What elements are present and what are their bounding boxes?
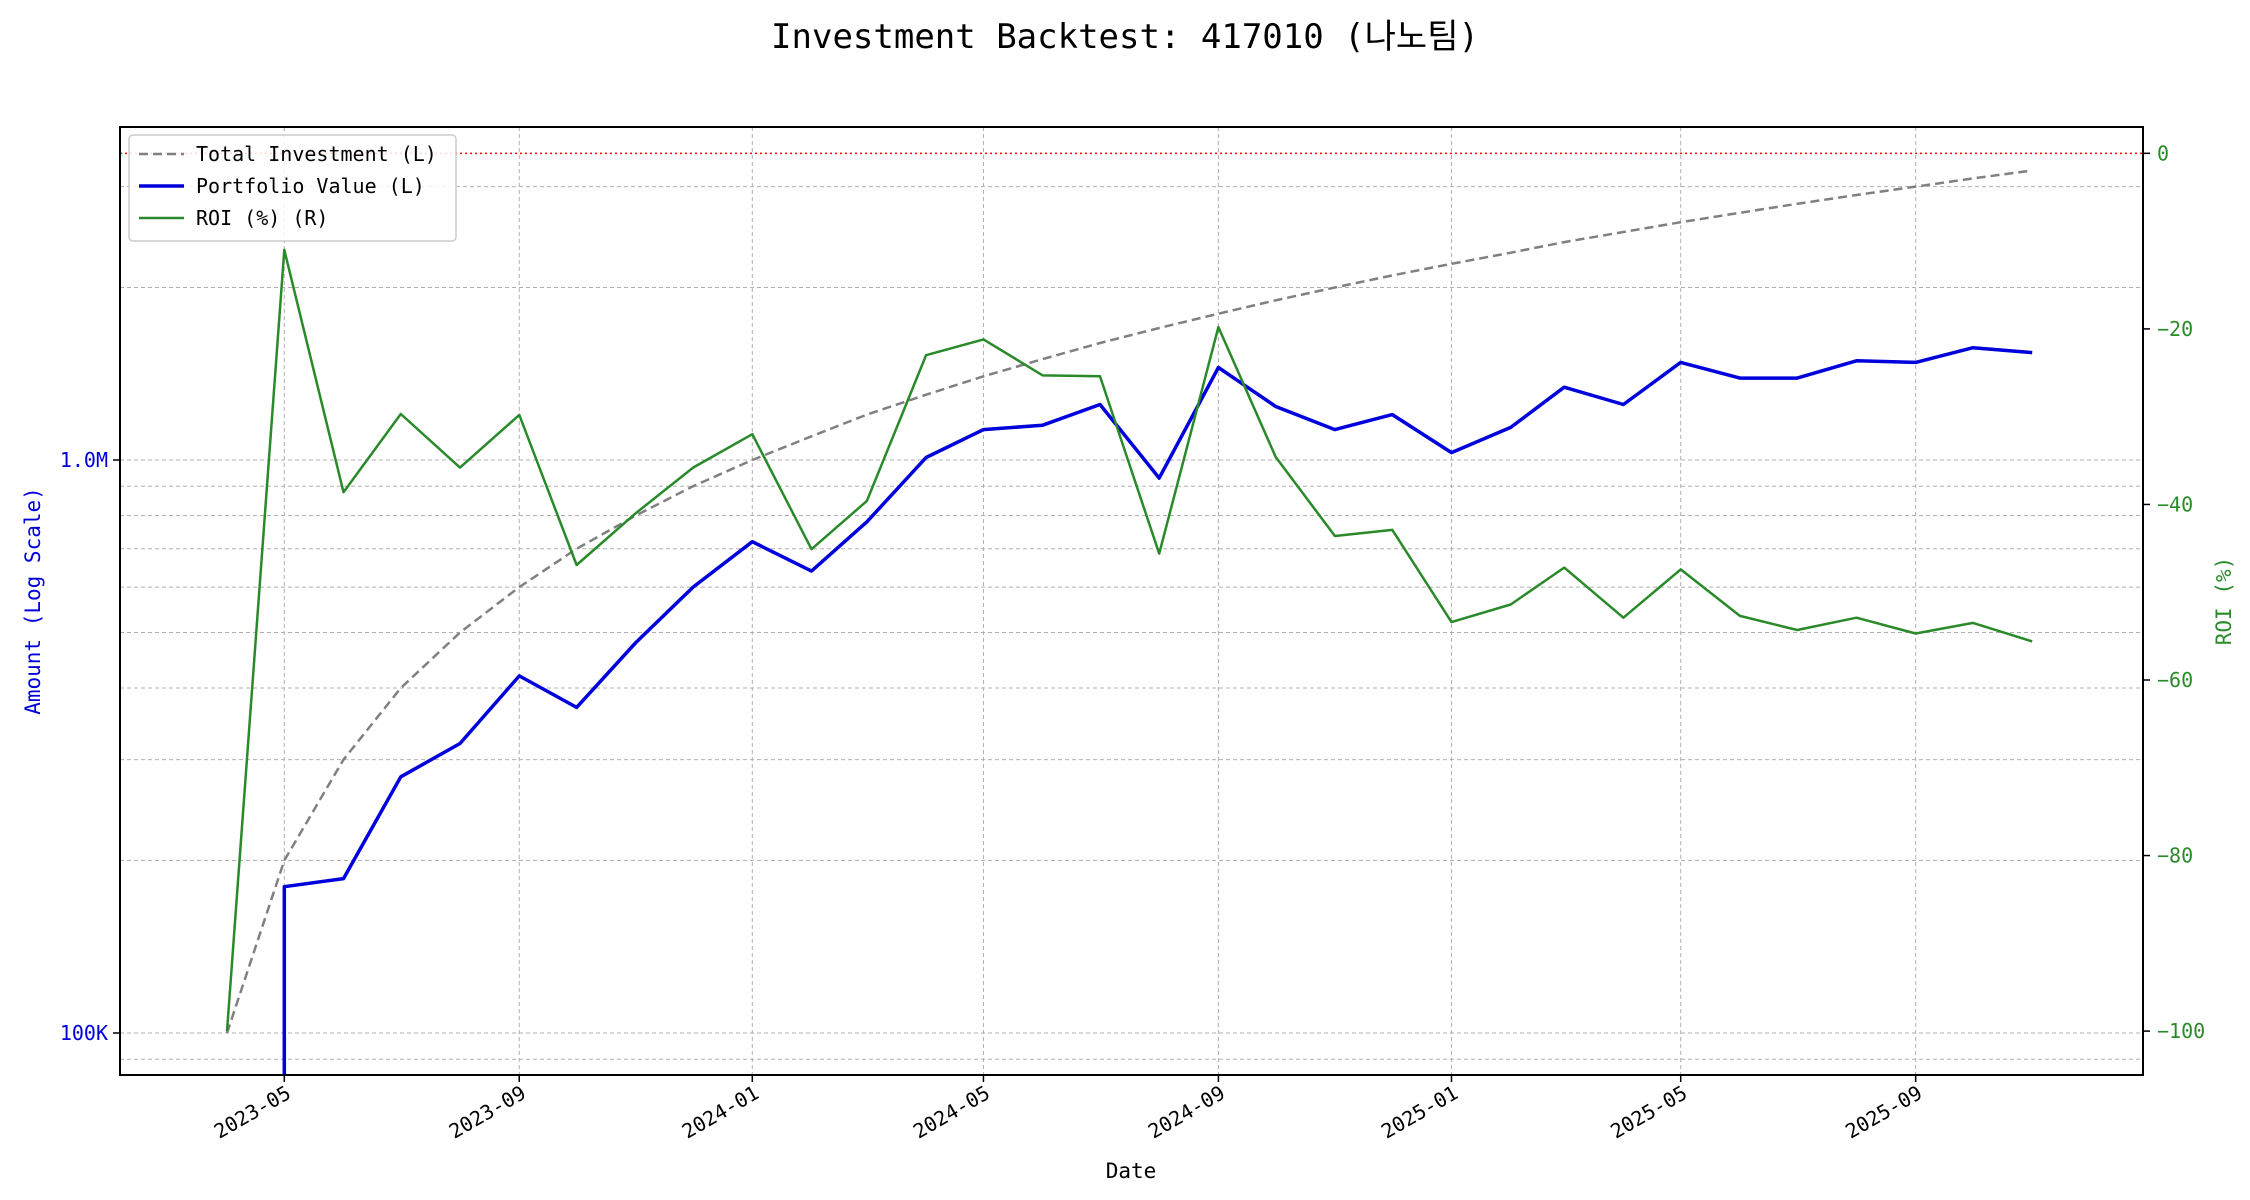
legend-box	[128, 134, 457, 242]
left-tick-label: 1.0M	[60, 448, 108, 472]
x-tick-label: 2024-09	[1144, 1081, 1229, 1144]
right-tick-label: −100	[2157, 1019, 2205, 1043]
x-axis-label: Date	[1106, 1159, 1157, 1183]
x-tick-label: 2023-05	[210, 1081, 295, 1144]
plot-frame	[119, 126, 2144, 1076]
legend: Total Investment (L) Portfolio Value (L)…	[128, 134, 457, 242]
legend-label-total-investment: Total Investment (L)	[196, 142, 437, 166]
legend-label-portfolio-value: Portfolio Value (L)	[196, 174, 425, 198]
x-tick-label: 2024-05	[909, 1081, 994, 1144]
x-tick-label: 2025-01	[1377, 1081, 1462, 1144]
grid-layer	[120, 127, 2143, 1075]
right-tick-label: −40	[2157, 492, 2193, 516]
left-tick-label: 100K	[60, 1021, 108, 1045]
right-tick-label: −20	[2157, 317, 2193, 341]
chart-title: Investment Backtest: 417010 (나노팀)	[771, 17, 1479, 57]
left-axis-label: Amount (Log Scale)	[21, 487, 45, 715]
x-tick-label: 2023-09	[445, 1081, 530, 1144]
x-tick-label: 2024-01	[678, 1081, 763, 1144]
series-line-roi-r	[225, 248, 2033, 1032]
right-tick-label: −60	[2157, 668, 2193, 692]
right-axis-label: ROI (%)	[2212, 557, 2236, 646]
legend-label-roi: ROI (%) (R)	[196, 206, 328, 230]
right-tick-label: 0	[2157, 141, 2169, 165]
left-axis-ticks: 100K 1.0M	[60, 448, 120, 1045]
right-tick-label: −80	[2157, 844, 2193, 868]
right-axis-ticks: 0 −20 −40 −60 −80 −100	[2143, 141, 2205, 1043]
series-line-portfolio-value-l	[282, 345, 2033, 1075]
x-axis-ticks: 2023-05 2023-09 2024-01 2024-05 2024-09 2025-…	[210, 1075, 1926, 1143]
x-tick-label: 2025-05	[1606, 1081, 1691, 1144]
series-layer	[225, 169, 2033, 1075]
x-tick-label: 2025-09	[1841, 1081, 1926, 1144]
series-line-total-investment-l	[225, 169, 2033, 1034]
